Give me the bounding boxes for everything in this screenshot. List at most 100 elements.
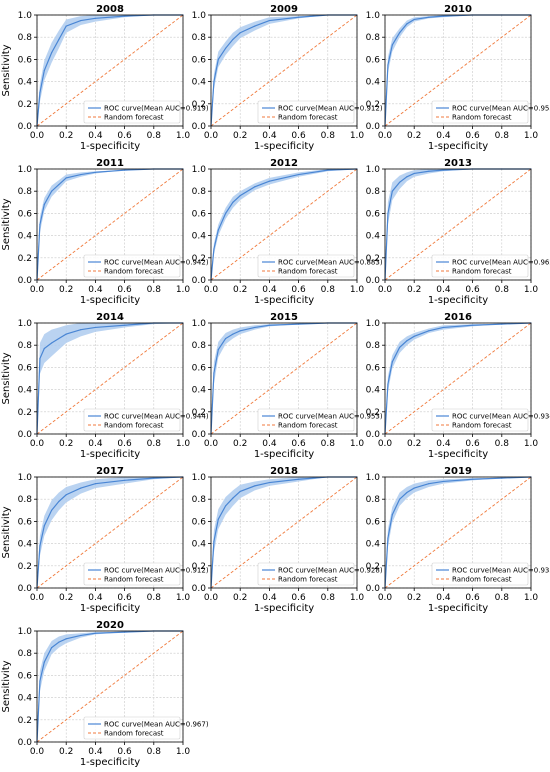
- y-tick-label: 1.0: [192, 11, 207, 21]
- y-tick-label: 0.8: [18, 495, 33, 505]
- x-tick-label: 1.0: [524, 285, 539, 295]
- plot-frame: [36, 322, 184, 435]
- y-tick-label: 0.8: [18, 187, 33, 197]
- chart-title: 2011: [96, 158, 124, 169]
- y-tick-label: 0.2: [192, 254, 206, 264]
- roc-curve-point: [39, 357, 41, 360]
- roc-curve-point: [217, 349, 219, 351]
- y-tick-label: 0.6: [366, 209, 381, 219]
- roc-curve-point: [472, 478, 474, 480]
- roc-curve-point: [442, 169, 444, 171]
- roc-curve-point: [39, 680, 41, 682]
- x-tick-label: 0.4: [88, 285, 103, 295]
- y-tick-label: 0.4: [366, 232, 381, 242]
- x-tick-label: 0.2: [407, 439, 421, 449]
- y-tick-label: 0.4: [366, 386, 381, 396]
- x-axis-label: 1-specificity: [428, 141, 488, 152]
- roc-chart-2013: 0.0 0.2 0.4 0.6 0.8 1.0 0.0 0.2 0.4 0.6 0.8 1.0 ROC …: [366, 158, 550, 306]
- roc-curve-point: [428, 170, 430, 172]
- roc-curve-point: [413, 335, 415, 337]
- y-tick-label: 1.0: [18, 11, 33, 21]
- roc-curve-point: [124, 169, 126, 171]
- roc-curve-point: [327, 169, 329, 171]
- roc-curve-point: [239, 490, 241, 493]
- x-tick-label: 0.0: [204, 131, 219, 141]
- roc-curve-point: [213, 372, 215, 374]
- y-tick-label: 0.4: [192, 540, 207, 550]
- y-tick-label: 0.4: [192, 232, 207, 242]
- roc-curve-point: [213, 540, 215, 542]
- y-tick-label: 0.0: [366, 430, 381, 440]
- roc-curve-point: [239, 195, 241, 197]
- y-tick-label: 0.4: [18, 540, 33, 550]
- legend-box: [257, 100, 355, 124]
- y-tick-label: 0.6: [366, 55, 381, 65]
- x-tick-label: 0.6: [465, 439, 480, 449]
- y-tick-label: 0.0: [18, 738, 33, 748]
- x-tick-label: 0.6: [465, 285, 480, 295]
- y-tick-label: 0.6: [18, 517, 33, 527]
- roc-confidence-band: [211, 323, 357, 434]
- roc-curve-point: [254, 25, 256, 27]
- roc-curve-point: [94, 483, 96, 485]
- roc-curve-point: [225, 47, 227, 49]
- roc-curve-point: [65, 177, 67, 179]
- roc-curve-point: [80, 634, 82, 637]
- roc-curve-point: [391, 514, 393, 516]
- roc-curve-point: [399, 32, 401, 34]
- x-axis-label: 1-specificity: [254, 295, 314, 306]
- x-tick-label: 0.4: [88, 747, 103, 757]
- x-tick-label: 0.2: [59, 747, 73, 757]
- random-forecast-line: [36, 14, 184, 127]
- roc-curve-point: [268, 324, 270, 326]
- roc-chart-2016: 0.0 0.2 0.4 0.6 0.8 1.0 0.0 0.2 0.4 0.6 0.8 1.0 ROC …: [366, 312, 550, 460]
- plot-frame: [210, 322, 358, 435]
- roc-chart-2017: 0.0 0.2 0.4 0.6 0.8 1.00.00.20.40.60.81.0ROC …: [1, 466, 209, 614]
- y-tick-label: 0.2: [192, 408, 206, 418]
- chart-title: 2013: [444, 158, 472, 169]
- y-tick-label: 0.0: [366, 276, 381, 286]
- random-forecast-line: [384, 476, 532, 589]
- roc-confidence-band: [385, 169, 531, 280]
- roc-curve-point: [387, 64, 389, 66]
- x-tick-label: 0.8: [147, 131, 162, 141]
- x-tick-label: 0.0: [30, 285, 45, 295]
- legend-label-roc: ROC curve(Mean AUC=0.928): [278, 567, 383, 575]
- roc-chart-2010: 0.0 0.2 0.4 0.6 0.8 1.0 0.0 0.2 0.4 0.6 0.8 1.0 ROC …: [366, 4, 550, 152]
- x-tick-label: 0.2: [233, 285, 247, 295]
- x-tick-label: 0.6: [117, 131, 132, 141]
- x-tick-label: 0.8: [321, 439, 336, 449]
- x-tick-label: 1.0: [524, 131, 539, 141]
- y-tick-label: 0.6: [192, 55, 207, 65]
- roc-curve-point: [413, 18, 415, 21]
- roc-curve-point: [94, 326, 96, 329]
- legend-box: [431, 408, 529, 432]
- roc-curve-point: [387, 537, 389, 539]
- legend-box: [257, 562, 355, 586]
- plot-frame: [384, 14, 532, 127]
- chart-title: 2008: [96, 4, 124, 15]
- x-tick-label: 0.8: [147, 747, 162, 757]
- roc-curve-point: [239, 330, 241, 332]
- roc-curve-point: [94, 171, 96, 173]
- legend-label-random: Random forecast: [452, 268, 512, 276]
- y-tick-label: 0.4: [366, 78, 381, 88]
- chart-title: 2009: [270, 4, 298, 15]
- y-tick-label: 0.4: [18, 386, 33, 396]
- y-tick-label: 1.0: [192, 319, 207, 329]
- plot-frame: [210, 476, 358, 589]
- roc-curve-point: [225, 337, 227, 340]
- x-tick-label: 0.6: [465, 593, 480, 603]
- legend-label-roc: ROC curve(Mean AUC=0.944): [104, 413, 209, 421]
- x-tick-label: 0.8: [495, 439, 510, 449]
- roc-curve-point: [298, 173, 300, 176]
- roc-curve-point: [225, 212, 227, 214]
- random-forecast-line: [210, 168, 358, 281]
- roc-curve-point: [124, 324, 126, 326]
- roc-curve-point: [239, 32, 241, 34]
- roc-curve-point: [94, 17, 96, 19]
- roc-curve-point: [254, 326, 256, 329]
- roc-curve-point: [43, 525, 45, 527]
- x-axis-label: 1-specificity: [80, 603, 140, 614]
- roc-curve-point: [406, 491, 408, 494]
